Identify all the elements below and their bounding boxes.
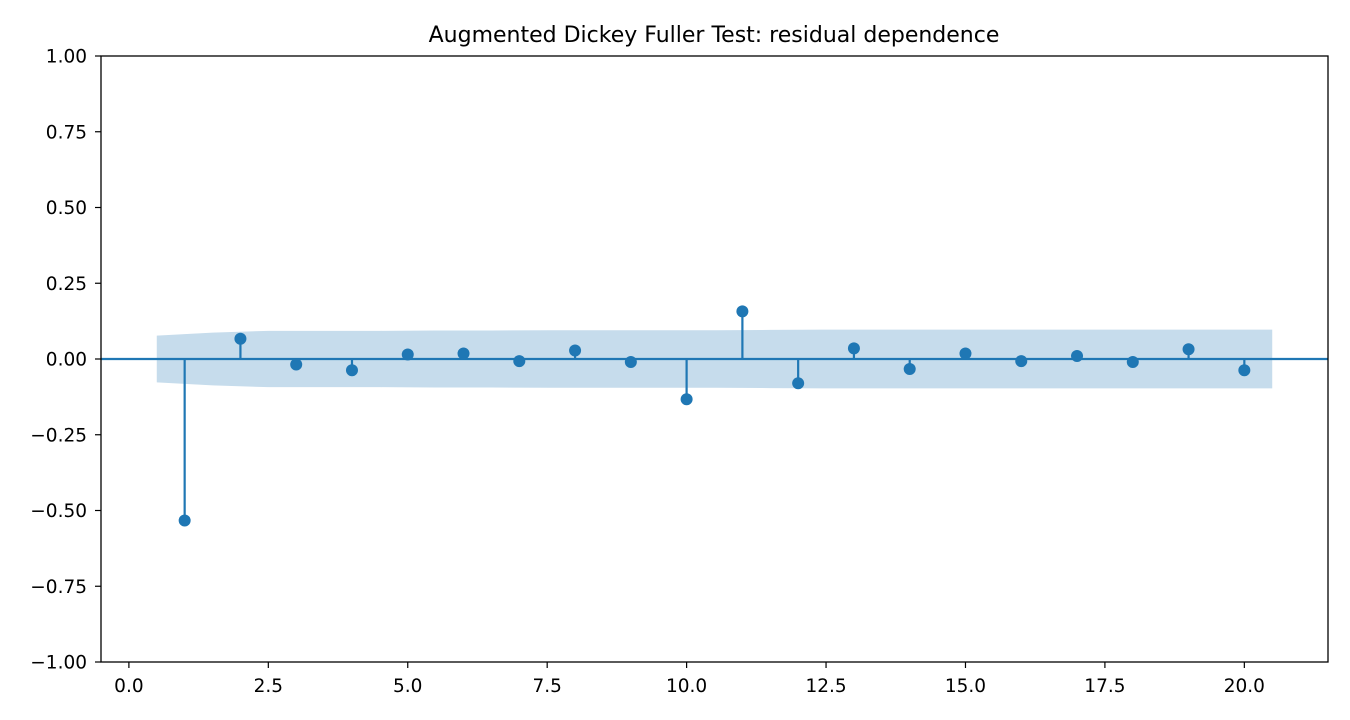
y-tick-label: 0.75 xyxy=(46,122,87,143)
x-tick-label: 17.5 xyxy=(1084,676,1125,697)
chart-title: Augmented Dickey Fuller Test: residual d… xyxy=(429,23,1000,48)
acf-point xyxy=(1238,364,1251,377)
acf-point xyxy=(680,393,693,406)
acf-point xyxy=(847,342,860,355)
marker-layer xyxy=(178,305,1251,527)
x-tick-label: 0.0 xyxy=(114,676,143,697)
x-tick-label: 5.0 xyxy=(393,676,422,697)
acf-point xyxy=(1071,349,1084,362)
x-tick-label: 7.5 xyxy=(532,676,561,697)
y-tick-label: 0.50 xyxy=(46,198,87,219)
acf-point xyxy=(736,305,749,318)
acf-point xyxy=(792,377,805,390)
acf-point xyxy=(513,355,526,368)
axes-layer: 0.0 2.5 5.0 7.5 10.0 12.5 15.0 17.5 20.0 −1.00 −0.… xyxy=(30,47,1329,697)
x-tick-label: 2.5 xyxy=(254,676,283,697)
acf-point xyxy=(457,347,470,360)
y-tick-label: −0.25 xyxy=(30,425,87,446)
acf-point xyxy=(624,356,637,369)
acf-point xyxy=(345,364,358,377)
x-tick-label: 20.0 xyxy=(1224,676,1265,697)
acf-point xyxy=(959,347,972,360)
y-tick-label: −0.50 xyxy=(30,501,87,522)
acf-point xyxy=(1015,355,1028,368)
y-tick-label: 0.00 xyxy=(46,350,87,371)
acf-point xyxy=(178,514,191,527)
acf-point xyxy=(569,344,582,357)
acf-point xyxy=(401,348,414,361)
acf-point xyxy=(1126,356,1139,369)
acf-point xyxy=(290,358,303,371)
y-tick-label: −1.00 xyxy=(30,653,87,674)
y-tick-label: −0.75 xyxy=(30,577,87,598)
x-tick-label: 12.5 xyxy=(805,676,846,697)
y-tick-label: 0.25 xyxy=(46,274,87,295)
x-tick-label: 15.0 xyxy=(945,676,986,697)
acf-point xyxy=(903,362,916,375)
acf-point xyxy=(1182,343,1195,356)
y-tick-label: 1.00 xyxy=(46,47,87,68)
acf-point xyxy=(234,332,247,345)
x-tick-label: 10.0 xyxy=(666,676,707,697)
